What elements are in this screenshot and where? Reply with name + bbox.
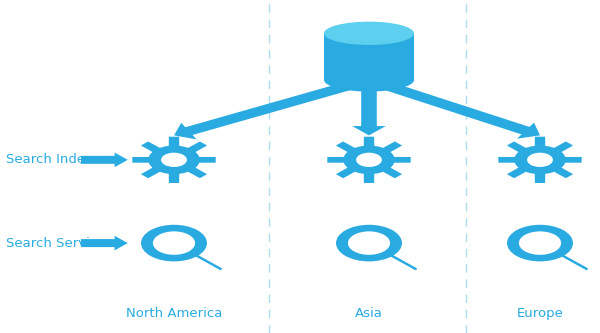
Polygon shape — [365, 76, 540, 139]
Text: Search Services: Search Services — [6, 236, 112, 250]
Polygon shape — [499, 137, 581, 183]
Polygon shape — [174, 76, 373, 140]
Circle shape — [153, 231, 195, 255]
Text: North America: North America — [126, 306, 222, 320]
Circle shape — [519, 231, 561, 255]
Circle shape — [141, 225, 207, 261]
Polygon shape — [324, 33, 414, 80]
Polygon shape — [81, 153, 128, 167]
Polygon shape — [352, 80, 386, 135]
Text: Europe: Europe — [517, 306, 563, 320]
Circle shape — [348, 231, 390, 255]
Circle shape — [507, 225, 573, 261]
Text: Search Indexers: Search Indexers — [6, 153, 113, 166]
Text: Asia: Asia — [355, 306, 383, 320]
Polygon shape — [133, 137, 215, 183]
Polygon shape — [328, 137, 410, 183]
Circle shape — [527, 153, 553, 167]
Circle shape — [161, 153, 187, 167]
Circle shape — [336, 225, 402, 261]
Ellipse shape — [324, 22, 414, 45]
Ellipse shape — [324, 68, 414, 92]
Circle shape — [356, 153, 382, 167]
Polygon shape — [81, 236, 128, 250]
